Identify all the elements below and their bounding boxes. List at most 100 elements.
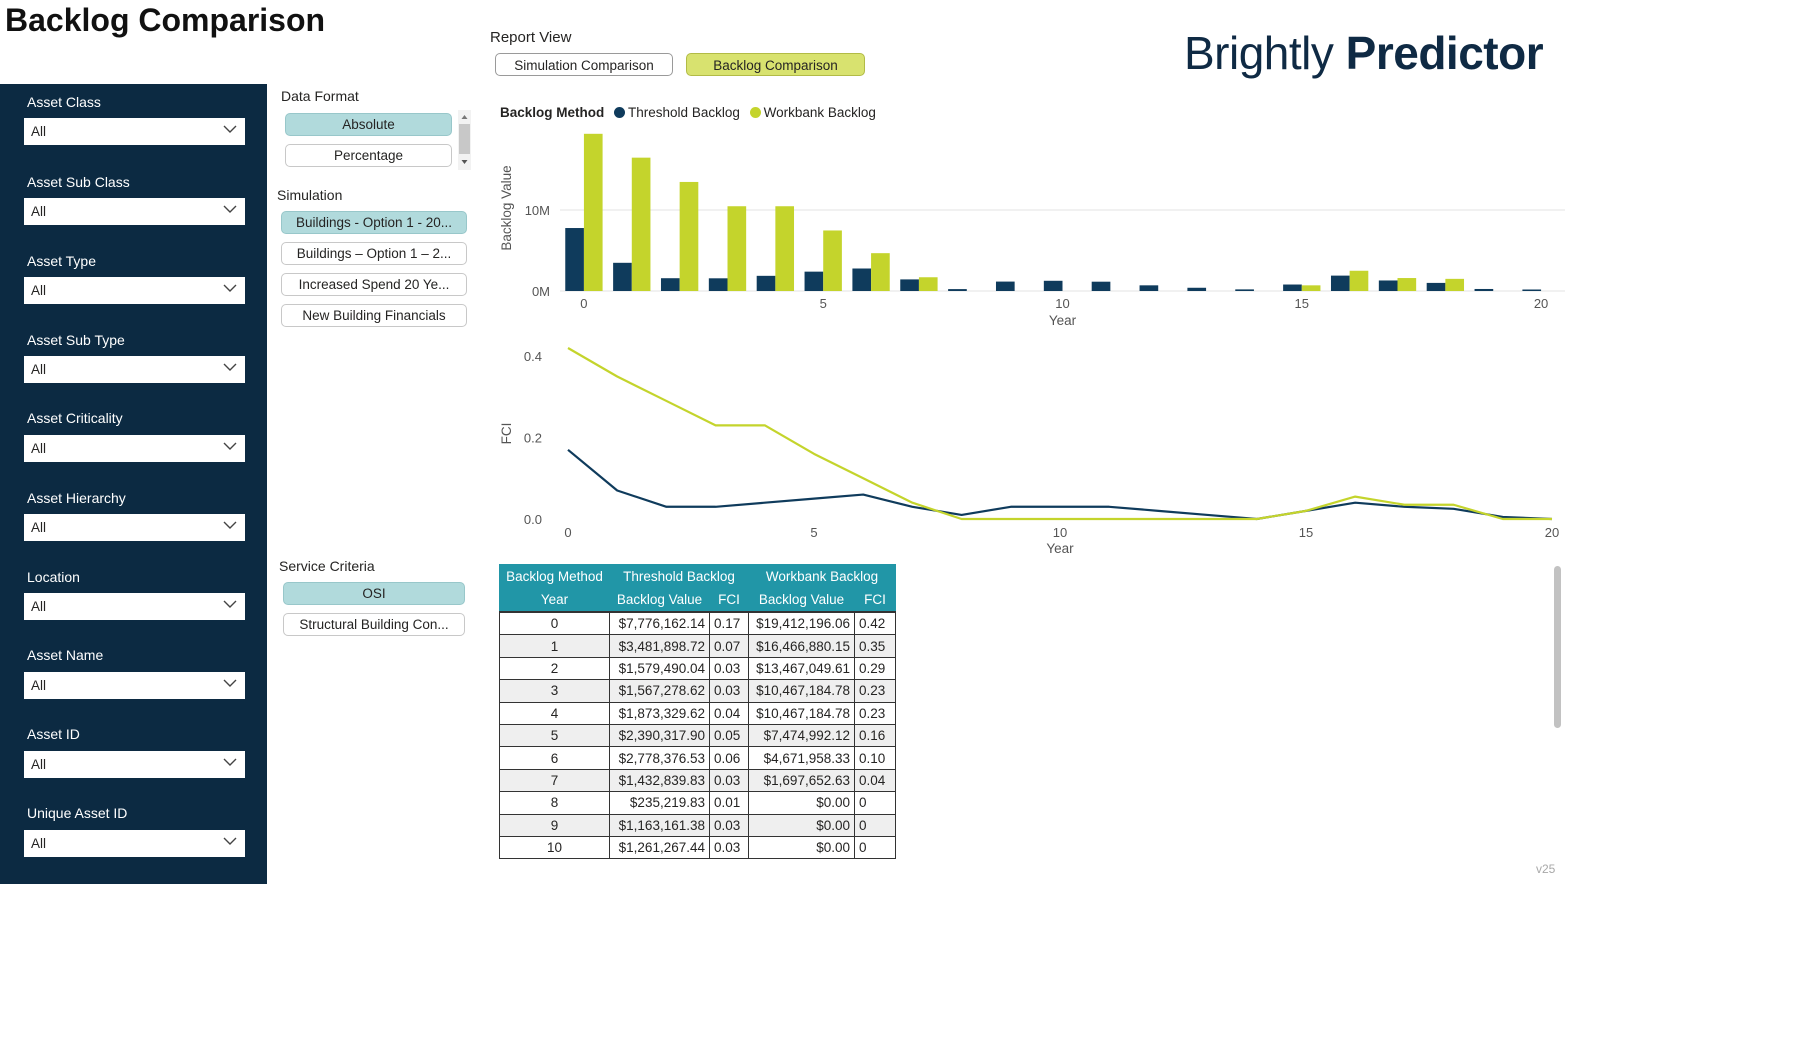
asset-criticality-dropdown[interactable]: All	[24, 435, 245, 462]
threshold-fci-cell: 0.03	[709, 679, 749, 703]
bar-threshold[interactable]	[1139, 285, 1159, 291]
table-row[interactable]: 0 $7,776,162.14 0.17 $19,412,196.06 0.42	[499, 611, 896, 636]
asset-name-value: All	[31, 678, 47, 693]
bar-workbank[interactable]	[775, 206, 795, 291]
workbank-value-cell: $13,467,049.61	[748, 656, 855, 681]
asset-id-label: Asset ID	[27, 726, 80, 742]
asset-class-dropdown[interactable]: All	[24, 118, 245, 145]
bar-workbank[interactable]	[918, 277, 938, 291]
bar-threshold[interactable]	[804, 271, 824, 291]
workbank-fci-cell: 0.16	[854, 723, 896, 748]
bar-x-tick: 10	[1055, 296, 1069, 311]
bar-workbank[interactable]	[631, 157, 651, 291]
data-format-scroll-thumb[interactable]	[459, 124, 470, 154]
legend-threshold[interactable]: Threshold Backlog	[628, 105, 740, 120]
bar-workbank[interactable]	[1349, 270, 1369, 291]
bar-threshold[interactable]	[613, 262, 632, 291]
data-format-absolute[interactable]: Absolute	[285, 113, 452, 136]
table-row[interactable]: 5 $2,390,317.90 0.05 $7,474,992.12 0.16	[499, 723, 896, 748]
th-threshold-backlog[interactable]: Threshold Backlog	[609, 564, 749, 588]
asset-hierarchy-dropdown[interactable]: All	[24, 514, 245, 541]
simulation-option-4[interactable]: New Building Financials	[281, 304, 467, 327]
backlog-comparison-button[interactable]: Backlog Comparison	[686, 53, 865, 76]
version-label: v25	[1536, 862, 1556, 876]
report-view-label: Report View	[490, 29, 572, 46]
bar-workbank[interactable]	[583, 133, 603, 291]
bar-x-tick: 15	[1295, 296, 1309, 311]
bar-threshold[interactable]	[1330, 275, 1350, 291]
legend-workbank[interactable]: Workbank Backlog	[763, 105, 876, 120]
bar-threshold[interactable]	[1522, 289, 1542, 292]
workbank-value-cell: $0.00	[748, 813, 855, 837]
line-workbank[interactable]	[567, 347, 1552, 521]
asset-id-dropdown[interactable]: All	[24, 751, 245, 778]
table-row[interactable]: 8 $235,219.83 0.01 $0.00 0	[499, 791, 896, 815]
simulation-option-2[interactable]: Buildings – Option 1 – 2...	[281, 242, 467, 265]
workbank-fci-cell: 0.35	[854, 634, 896, 658]
th-year[interactable]: Year	[499, 588, 610, 613]
bar-x-axis-label: Year	[1049, 313, 1077, 328]
location-dropdown[interactable]: All	[24, 593, 245, 620]
line-y-axis-label: FCI	[499, 423, 514, 445]
workbank-fci-cell: 0	[854, 835, 896, 860]
bar-threshold[interactable]	[948, 289, 967, 291]
simulation-comparison-button[interactable]: Simulation Comparison	[495, 53, 673, 76]
bar-threshold[interactable]	[1474, 288, 1494, 291]
bar-threshold[interactable]	[995, 281, 1015, 291]
unique-asset-id-dropdown[interactable]: All	[24, 830, 245, 857]
line-threshold[interactable]	[567, 448, 1553, 521]
bar-threshold[interactable]	[756, 275, 776, 291]
asset-type-dropdown[interactable]: All	[24, 277, 245, 304]
bar-threshold[interactable]	[708, 278, 728, 291]
asset-id-value: All	[31, 757, 47, 772]
bar-threshold[interactable]	[660, 278, 680, 291]
bar-workbank[interactable]	[1397, 278, 1417, 291]
table-row[interactable]: 4 $1,873,329.62 0.04 $10,467,184.78 0.23	[499, 701, 896, 725]
bar-workbank[interactable]	[679, 181, 699, 291]
simulation-option-1[interactable]: Buildings - Option 1 - 20...	[281, 211, 467, 234]
table-row[interactable]: 1 $3,481,898.72 0.07 $16,466,880.15 0.35	[499, 634, 896, 658]
year-cell: 0	[499, 611, 610, 636]
th-workbank-backlog[interactable]: Workbank Backlog	[748, 564, 896, 588]
bar-threshold[interactable]	[1283, 284, 1302, 291]
bar-threshold[interactable]	[1378, 280, 1398, 291]
th-threshold-fci[interactable]: FCI	[709, 588, 749, 613]
bar-workbank[interactable]	[1301, 285, 1321, 291]
bar-threshold[interactable]	[852, 268, 872, 291]
th-threshold-value[interactable]: Backlog Value	[609, 588, 710, 613]
bar-workbank[interactable]	[1445, 278, 1465, 291]
backlog-value-bar-chart[interactable]: 0M 10M 0 5 10 15 20 Year Backlog Value	[495, 125, 1570, 335]
table-row[interactable]: 9 $1,163,161.38 0.03 $0.00 0	[499, 813, 896, 837]
bar-y-axis-label: Backlog Value	[499, 165, 514, 250]
chevron-down-icon	[223, 125, 237, 133]
table-row[interactable]: 6 $2,778,376.53 0.06 $4,671,958.33 0.10	[499, 746, 896, 770]
bar-threshold[interactable]	[1235, 289, 1254, 291]
bar-workbank[interactable]	[823, 230, 842, 291]
asset-name-dropdown[interactable]: All	[24, 672, 245, 699]
data-format-percentage[interactable]: Percentage	[285, 144, 452, 167]
th-workbank-fci[interactable]: FCI	[854, 588, 896, 613]
simulation-option-3[interactable]: Increased Spend 20 Ye...	[281, 273, 467, 296]
bar-threshold[interactable]	[1426, 282, 1446, 291]
bar-workbank[interactable]	[727, 206, 747, 291]
th-workbank-value[interactable]: Backlog Value	[748, 588, 855, 613]
asset-sub-type-dropdown[interactable]: All	[24, 356, 245, 383]
year-cell: 1	[499, 634, 610, 658]
asset-sub-class-dropdown[interactable]: All	[24, 198, 245, 225]
table-row[interactable]: 7 $1,432,839.83 0.03 $1,697,652.63 0.04	[499, 768, 896, 793]
bar-threshold[interactable]	[565, 228, 584, 291]
th-backlog-method[interactable]: Backlog Method	[499, 564, 610, 588]
service-criteria-structural[interactable]: Structural Building Con...	[283, 613, 465, 636]
bar-threshold[interactable]	[1187, 287, 1207, 291]
table-row[interactable]: 2 $1,579,490.04 0.03 $13,467,049.61 0.29	[499, 656, 896, 681]
chevron-down-icon	[223, 205, 237, 213]
bar-workbank[interactable]	[871, 253, 890, 291]
fci-line-chart[interactable]: 0.0 0.2 0.4 0 5 10 15 20 Year FCI	[495, 340, 1570, 560]
service-criteria-osi[interactable]: OSI	[283, 582, 465, 605]
bar-threshold[interactable]	[1043, 280, 1063, 291]
bar-threshold[interactable]	[900, 279, 919, 291]
table-row[interactable]: 10 $1,261,267.44 0.03 $0.00 0	[499, 835, 896, 860]
table-row[interactable]: 3 $1,567,278.62 0.03 $10,467,184.78 0.23	[499, 679, 896, 703]
bar-threshold[interactable]	[1091, 281, 1111, 291]
table-scrollbar[interactable]	[1554, 566, 1561, 728]
